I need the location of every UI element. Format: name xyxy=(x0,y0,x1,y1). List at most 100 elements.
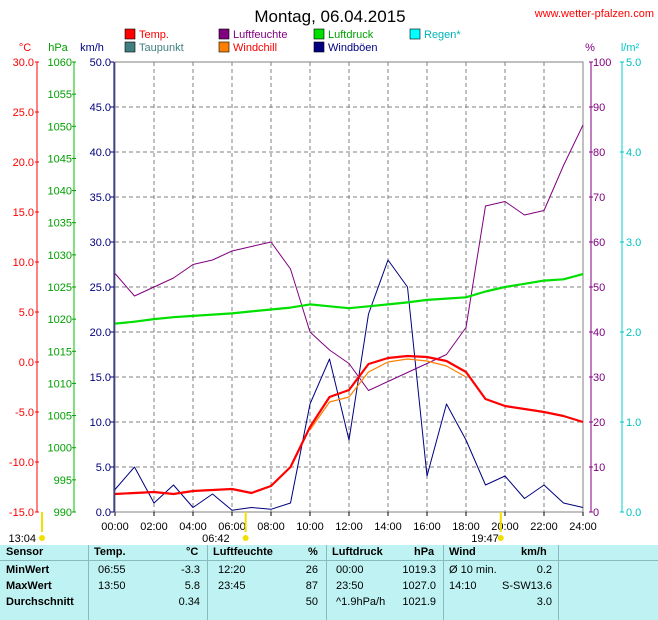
grid xyxy=(115,62,583,512)
stats-p-time: ^1.9hPa/h xyxy=(336,596,386,608)
stats-t-val: 0.34 xyxy=(178,596,200,608)
stats-label: MaxWert xyxy=(6,580,52,592)
stats-label: MinWert xyxy=(6,564,50,576)
rain-axis-label: 4.0 xyxy=(626,147,641,159)
x-axis-label: 20:00 xyxy=(491,521,519,533)
stats-header-humidity: Luftfeuchte xyxy=(213,546,273,558)
legend-swatch xyxy=(313,41,325,53)
stats-w-dir: S-SW xyxy=(502,580,531,592)
wind-axis-label: 25.0 xyxy=(90,282,111,294)
stats-p-val: 1027.0 xyxy=(402,580,436,592)
wind-axis-label: 35.0 xyxy=(90,192,111,204)
stats-t-time: 13:50 xyxy=(98,580,126,592)
stats-label: Durchschnitt xyxy=(6,596,74,608)
temp-axis-label: 0.0 xyxy=(19,357,34,369)
wind-axis-unit: km/h xyxy=(80,42,104,54)
source-link[interactable]: www.wetter-pfalzen.com xyxy=(534,8,654,20)
pressure-axis-label: 1045 xyxy=(48,153,72,165)
stats-p-time: 23:50 xyxy=(336,580,364,592)
humidity-axis-unit: % xyxy=(585,42,595,54)
rain-axis-label: 2.0 xyxy=(626,327,641,339)
series-line-windböen xyxy=(114,259,584,511)
legend-label: Windböen xyxy=(328,42,378,54)
stats-h-val: 50 xyxy=(305,596,318,608)
stats-header-wind-unit: km/h xyxy=(521,546,547,558)
wind-axis-label: 10.0 xyxy=(90,417,111,429)
temp-axis-label: 5.0 xyxy=(19,307,34,319)
wind-axis-label: 20.0 xyxy=(90,327,111,339)
x-axis-label: 12:00 xyxy=(335,521,363,533)
stats-h-time: 23:45 xyxy=(218,580,246,592)
humidity-axis-label: 60 xyxy=(593,237,605,249)
sunrise-time: 06:42 xyxy=(202,533,230,545)
humidity-axis-label: 0 xyxy=(593,507,599,519)
pressure-axis-label: 1000 xyxy=(48,443,72,455)
rain-axis-unit: l/m² xyxy=(621,42,640,54)
stats-header-pressure-unit: hPa xyxy=(414,546,435,558)
stats-w-val: 13.6 xyxy=(530,580,552,592)
pressure-axis-label: 1060 xyxy=(48,57,72,69)
x-axis-label: 04:00 xyxy=(179,521,207,533)
stats-header-sensor: Sensor xyxy=(6,546,44,558)
stats-p-val: 1021.9 xyxy=(402,596,436,608)
legend-swatch xyxy=(218,41,230,53)
column-divider xyxy=(326,545,327,620)
temp-axis-label: 25.0 xyxy=(13,107,34,119)
temp-axis-label: -15.0 xyxy=(9,507,34,519)
temp-axis-label: 30.0 xyxy=(13,57,34,69)
stats-w-time: 14:10 xyxy=(449,580,477,592)
wind-axis-label: 15.0 xyxy=(90,372,111,384)
stats-header-pressure: Luftdruck xyxy=(332,546,383,558)
sun-markers: 06:42 19:47 13:04 xyxy=(8,512,504,545)
x-axis-label: 08:00 xyxy=(257,521,285,533)
sunset-icon xyxy=(497,535,504,541)
x-axis-label: 00:00 xyxy=(101,521,129,533)
temp-axis-label: 20.0 xyxy=(13,157,34,169)
temp-axis-label: -5.0 xyxy=(15,407,34,419)
x-axis-label: 18:00 xyxy=(452,521,480,533)
pressure-axis-label: 1005 xyxy=(48,411,72,423)
series-line-temp xyxy=(114,354,584,496)
wind-axis-label: 50.0 xyxy=(90,57,111,69)
stats-header-temp: Temp. xyxy=(94,546,126,558)
column-divider xyxy=(207,545,208,620)
series-line-luftdruck xyxy=(114,273,584,325)
temp-axis-unit: °C xyxy=(19,42,31,54)
pressure-axis-label: 990 xyxy=(54,507,72,519)
series-line-luftfeuchte xyxy=(114,124,584,391)
pressure-axis-label: 1020 xyxy=(48,314,72,326)
series-line-windchill xyxy=(309,358,467,431)
legend-swatch xyxy=(124,41,136,53)
pressure-axis-label: 1015 xyxy=(48,346,72,358)
stats-h-val: 87 xyxy=(305,580,318,592)
legend-label: Temp. xyxy=(139,29,169,41)
humidity-axis-label: 70 xyxy=(593,192,605,204)
rain-axis-label: 1.0 xyxy=(626,417,641,429)
moonrise-time: 13:04 xyxy=(8,533,36,545)
x-axis-label: 06:00 xyxy=(218,521,246,533)
humidity-axis-label: 80 xyxy=(593,147,605,159)
stats-header-wind: Wind xyxy=(449,546,476,558)
humidity-axis-label: 20 xyxy=(593,417,605,429)
wind-axis-label: 5.0 xyxy=(96,462,111,474)
legend-swatch xyxy=(409,28,421,40)
stats-w-val: 3.0 xyxy=(536,596,552,608)
pressure-axis-label: 1050 xyxy=(48,121,72,133)
stats-header-temp-unit: °C xyxy=(186,546,199,558)
stats-p-val: 1019.3 xyxy=(402,564,436,576)
pressure-axis-unit: hPa xyxy=(48,42,68,54)
stats-table: Sensor Temp. °C Luftfeuchte % Luftdruck … xyxy=(0,545,658,620)
legend-swatch xyxy=(124,28,136,40)
temp-axis-label: -10.0 xyxy=(9,457,34,469)
pressure-axis-label: 1010 xyxy=(48,378,72,390)
legend-label: Luftdruck xyxy=(328,29,374,41)
stats-header-humidity-unit: % xyxy=(308,546,318,558)
pressure-axis-label: 1025 xyxy=(48,282,72,294)
wind-axis-label: 0.0 xyxy=(96,507,111,519)
x-axis-label: 10:00 xyxy=(296,521,324,533)
stats-t-time: 06:55 xyxy=(98,564,126,576)
sunrise-icon xyxy=(242,535,249,541)
pressure-axis-label: 1040 xyxy=(48,186,72,198)
stats-header xyxy=(0,545,658,561)
